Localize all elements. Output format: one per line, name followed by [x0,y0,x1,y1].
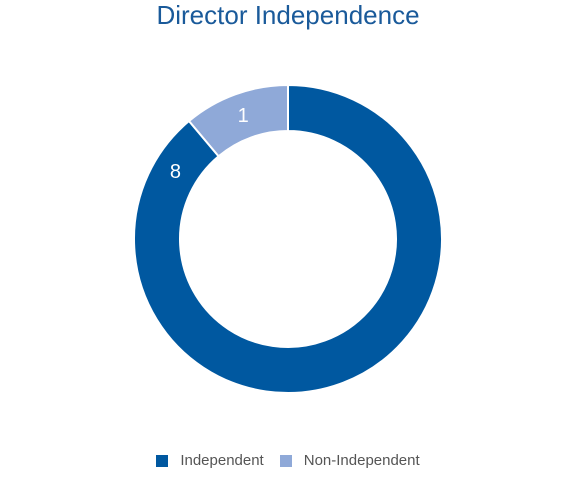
legend-label-non-independent: Non-Independent [303,452,420,469]
donut-slice-non-independent [187,83,289,158]
legend-label-independent: Independent [180,452,264,469]
legend-swatch-non-independent [279,454,292,467]
data-label-non-independent: 1 [238,105,249,127]
legend-item-independent: Independent [156,452,264,469]
data-label-independent: 8 [170,161,181,183]
legend-item-non-independent: Non-Independent [279,452,420,469]
chart-title: Director Independence [156,0,420,30]
donut-chart: 81 [133,83,443,394]
legend-swatch-independent [156,454,169,467]
donut-slice-independent [133,83,443,394]
chart-legend: Independent Non-Independent [0,452,576,469]
